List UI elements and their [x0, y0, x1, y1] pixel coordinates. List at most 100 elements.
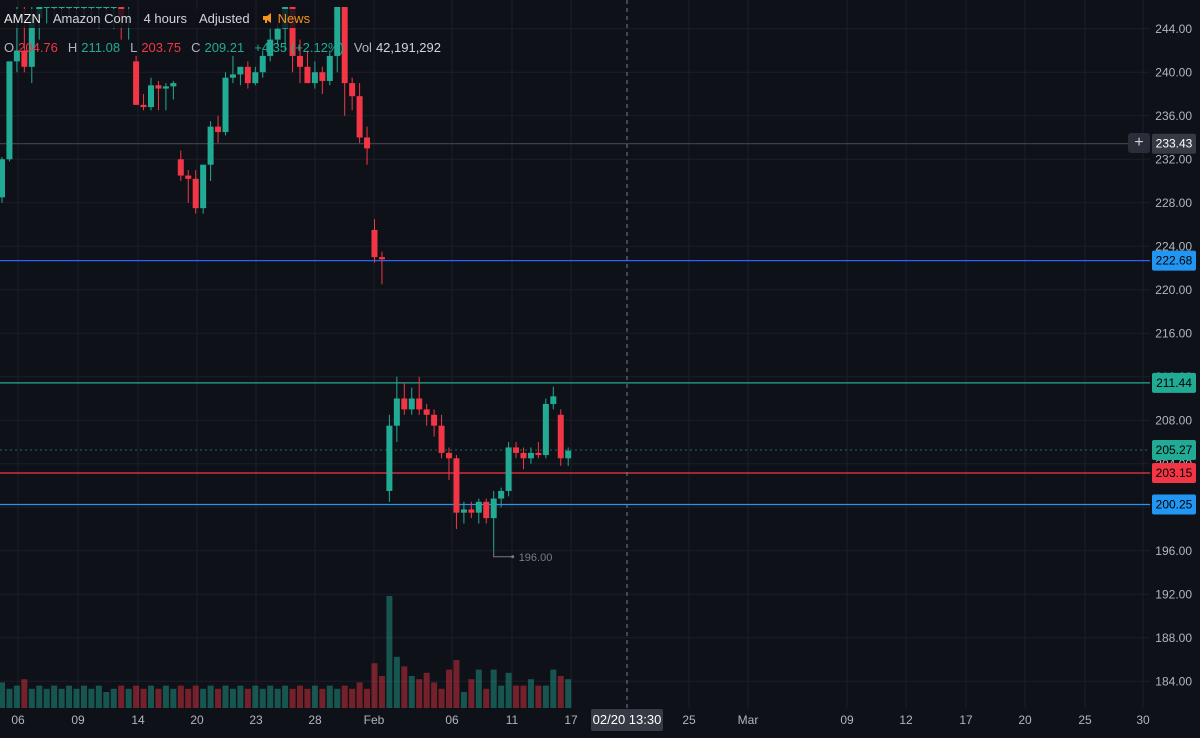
candle-body	[408, 398, 415, 410]
candle[interactable]	[185, 170, 192, 203]
adjustment[interactable]: Adjusted	[194, 8, 254, 28]
interval[interactable]: 4 hours	[139, 8, 191, 28]
candle[interactable]	[535, 442, 542, 459]
change-value: +4.35 (+2.12%)	[254, 39, 344, 55]
volume-bar	[341, 685, 348, 708]
candle[interactable]	[43, 7, 50, 24]
candle[interactable]	[192, 170, 199, 214]
candle[interactable]	[453, 455, 460, 529]
candle[interactable]	[215, 115, 222, 143]
news-button[interactable]: News	[257, 8, 315, 28]
candle[interactable]	[0, 157, 5, 203]
candle[interactable]	[170, 80, 177, 100]
candle[interactable]	[326, 50, 333, 86]
candle[interactable]	[356, 83, 363, 143]
candle[interactable]	[229, 55, 236, 84]
time-tick: 25	[682, 713, 696, 727]
volume-bar	[535, 685, 542, 708]
candle[interactable]	[423, 403, 430, 426]
candle[interactable]	[349, 77, 356, 111]
candle-body	[483, 501, 490, 519]
candle[interactable]	[378, 251, 385, 285]
crosshair-time-label: 02/20 13:30	[591, 709, 663, 731]
candle[interactable]	[513, 442, 520, 459]
candle[interactable]	[237, 66, 244, 86]
volume-bar	[58, 688, 65, 708]
candle[interactable]	[140, 94, 147, 111]
candle[interactable]	[364, 126, 371, 165]
candle[interactable]	[162, 83, 169, 111]
candle[interactable]	[200, 164, 207, 214]
candle[interactable]	[259, 50, 266, 78]
candle[interactable]	[505, 442, 512, 497]
candle[interactable]	[319, 66, 326, 94]
candle[interactable]	[475, 498, 482, 524]
price-axis-bg[interactable]	[1150, 0, 1200, 733]
volume-bar	[483, 688, 490, 708]
time-tick: 06	[11, 713, 25, 727]
candle[interactable]	[304, 50, 311, 84]
candle[interactable]	[155, 80, 162, 111]
candle-body	[542, 403, 549, 456]
candle[interactable]	[133, 55, 140, 105]
candle-body	[349, 83, 356, 97]
candle[interactable]	[6, 61, 13, 162]
grid	[0, 0, 1150, 708]
candle[interactable]	[311, 61, 318, 89]
volume-bar	[513, 685, 520, 708]
candle[interactable]	[431, 409, 438, 437]
volume-bar	[185, 688, 192, 708]
candle[interactable]	[520, 447, 527, 470]
megaphone-icon	[262, 13, 271, 23]
candle[interactable]	[446, 447, 452, 481]
symbol[interactable]: AMZN	[0, 8, 45, 28]
candle[interactable]	[527, 447, 534, 464]
volume-bar	[170, 688, 177, 708]
volume-bar	[110, 688, 117, 708]
candle-body	[446, 452, 452, 459]
candle[interactable]	[177, 150, 184, 181]
candle[interactable]	[393, 376, 400, 442]
candle-body	[215, 126, 222, 133]
candle[interactable]	[401, 382, 408, 415]
horizontal-lines	[0, 143, 1150, 506]
candle[interactable]	[408, 387, 415, 415]
candle[interactable]	[341, 7, 348, 116]
time-tick: 23	[249, 713, 263, 727]
candle[interactable]	[222, 72, 229, 136]
candle[interactable]	[334, 7, 341, 73]
candle-body	[304, 66, 311, 84]
candle[interactable]	[460, 501, 467, 524]
candle[interactable]	[498, 487, 505, 508]
candle[interactable]	[550, 386, 557, 410]
candle[interactable]	[483, 498, 490, 524]
volume-bar	[401, 666, 408, 708]
candle[interactable]	[386, 414, 393, 502]
candle-body	[148, 85, 154, 108]
volume-bar	[207, 685, 214, 708]
candle[interactable]	[371, 219, 378, 263]
volume-bar	[43, 688, 50, 708]
price-tick: 220.00	[1155, 283, 1192, 297]
add-alert-button[interactable]: +	[1128, 133, 1150, 153]
volume-bar	[66, 685, 73, 708]
candle[interactable]	[297, 39, 303, 84]
candle[interactable]	[416, 376, 423, 415]
candle[interactable]	[542, 398, 549, 459]
candle[interactable]	[267, 28, 274, 62]
candle[interactable]	[207, 121, 214, 181]
volume-bar	[378, 676, 385, 708]
candle[interactable]	[468, 501, 475, 519]
candle-body	[386, 425, 393, 491]
candle[interactable]	[490, 490, 497, 551]
candle[interactable]	[148, 77, 154, 111]
time-tick: 14	[131, 713, 145, 727]
candle[interactable]	[252, 66, 259, 86]
candle[interactable]	[438, 414, 445, 459]
candle-body	[267, 39, 274, 56]
candle[interactable]	[244, 61, 251, 89]
candle-body	[475, 501, 482, 513]
candle[interactable]	[557, 409, 564, 466]
candle[interactable]	[565, 447, 572, 466]
